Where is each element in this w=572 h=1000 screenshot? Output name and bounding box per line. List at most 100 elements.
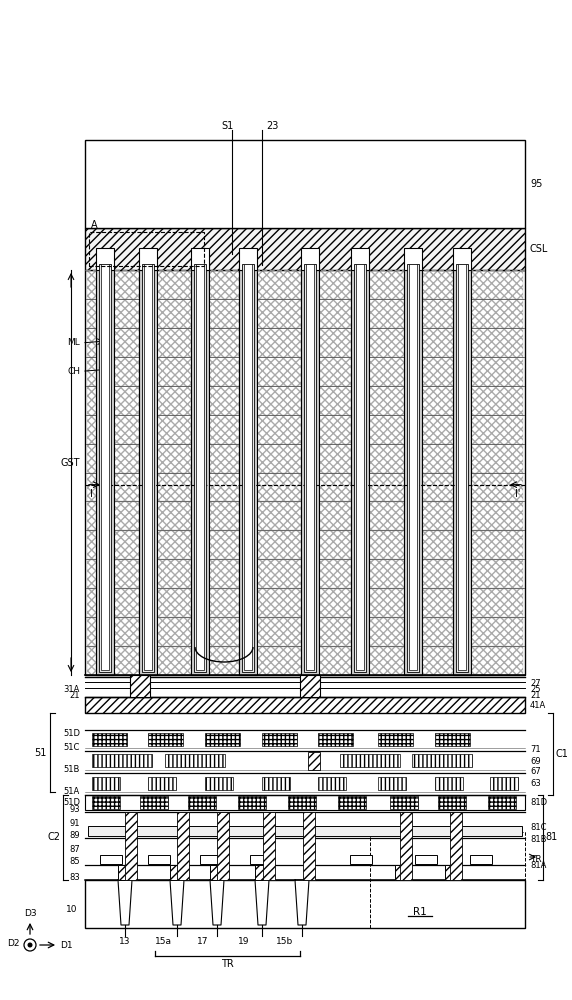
Text: 85: 85 [69,857,80,866]
Text: 91: 91 [70,818,80,828]
Bar [257,618,301,646]
Bar [257,473,301,501]
Bar [209,531,239,559]
Text: 95: 95 [530,179,542,189]
Bar [422,502,453,530]
Text: 31A: 31A [63,684,80,694]
Bar [471,647,523,675]
Bar [157,415,191,444]
Bar [114,415,139,444]
Bar [471,415,523,444]
Bar [422,444,453,473]
Text: ML: ML [67,338,80,347]
Bar [114,589,139,617]
Bar [422,531,453,559]
Bar [378,777,406,790]
Polygon shape [255,880,269,925]
Polygon shape [118,880,132,925]
Bar [85,880,525,928]
Bar [209,473,239,501]
Text: 23: 23 [266,121,279,131]
Bar [471,560,523,588]
Bar [87,328,96,357]
Bar [257,270,301,299]
Bar [356,264,364,670]
Text: 21: 21 [70,690,80,700]
Text: 51D: 51D [63,730,80,738]
Bar [238,796,266,809]
Bar [369,502,404,530]
Bar [319,531,351,559]
Text: 15a: 15a [154,938,172,946]
Bar [301,265,319,675]
Text: 41A: 41A [530,700,546,710]
Bar [89,232,204,266]
Text: TR: TR [530,856,542,864]
Bar [450,812,462,880]
Bar [87,473,96,501]
Text: 51C: 51C [63,744,80,752]
Bar [157,589,191,617]
Bar [209,357,239,386]
Bar [85,697,525,713]
Bar [319,473,351,501]
Text: 51B: 51B [63,766,80,774]
Bar [148,855,170,864]
Bar [257,589,301,617]
Bar [490,777,518,790]
Bar [96,265,114,675]
Text: 81D: 81D [530,798,547,807]
Text: 83: 83 [69,872,80,882]
Bar [85,140,525,228]
Bar [87,270,96,299]
Bar [378,733,413,746]
Bar [118,865,132,880]
Bar [369,531,404,559]
Bar [306,264,314,670]
Bar [114,328,139,357]
Bar [304,264,316,672]
Polygon shape [170,880,184,925]
Text: 15b: 15b [276,938,293,946]
Text: 51A: 51A [63,788,80,796]
Bar [157,299,191,328]
Bar [242,264,254,672]
Bar [409,264,417,670]
Bar [369,328,404,357]
Bar [194,264,206,672]
Text: 13: 13 [119,938,131,946]
Text: 63: 63 [530,780,541,788]
Text: 51: 51 [35,748,47,758]
Bar [350,855,372,864]
Bar [209,270,239,299]
Bar [422,299,453,328]
Bar [369,473,404,501]
Bar [96,248,114,270]
Bar [87,299,96,328]
Bar [369,560,404,588]
Text: 81C: 81C [530,822,546,832]
Bar [114,386,139,415]
Bar [92,796,120,809]
Text: 87: 87 [69,846,80,854]
Bar [257,647,301,675]
Text: R1: R1 [413,907,427,917]
Bar [209,328,239,357]
Bar [351,248,369,270]
Bar [338,796,366,809]
Bar [319,270,351,299]
Bar [87,415,96,444]
Bar [458,264,466,670]
Bar [217,812,229,880]
Bar [209,502,239,530]
Text: C2: C2 [48,832,61,842]
Bar [471,444,523,473]
Text: 67: 67 [530,768,541,776]
Bar [85,228,525,270]
Text: 25: 25 [530,684,541,694]
Bar [390,796,418,809]
Bar [471,589,523,617]
Bar [157,328,191,357]
Bar [308,752,320,770]
Bar [130,675,150,697]
